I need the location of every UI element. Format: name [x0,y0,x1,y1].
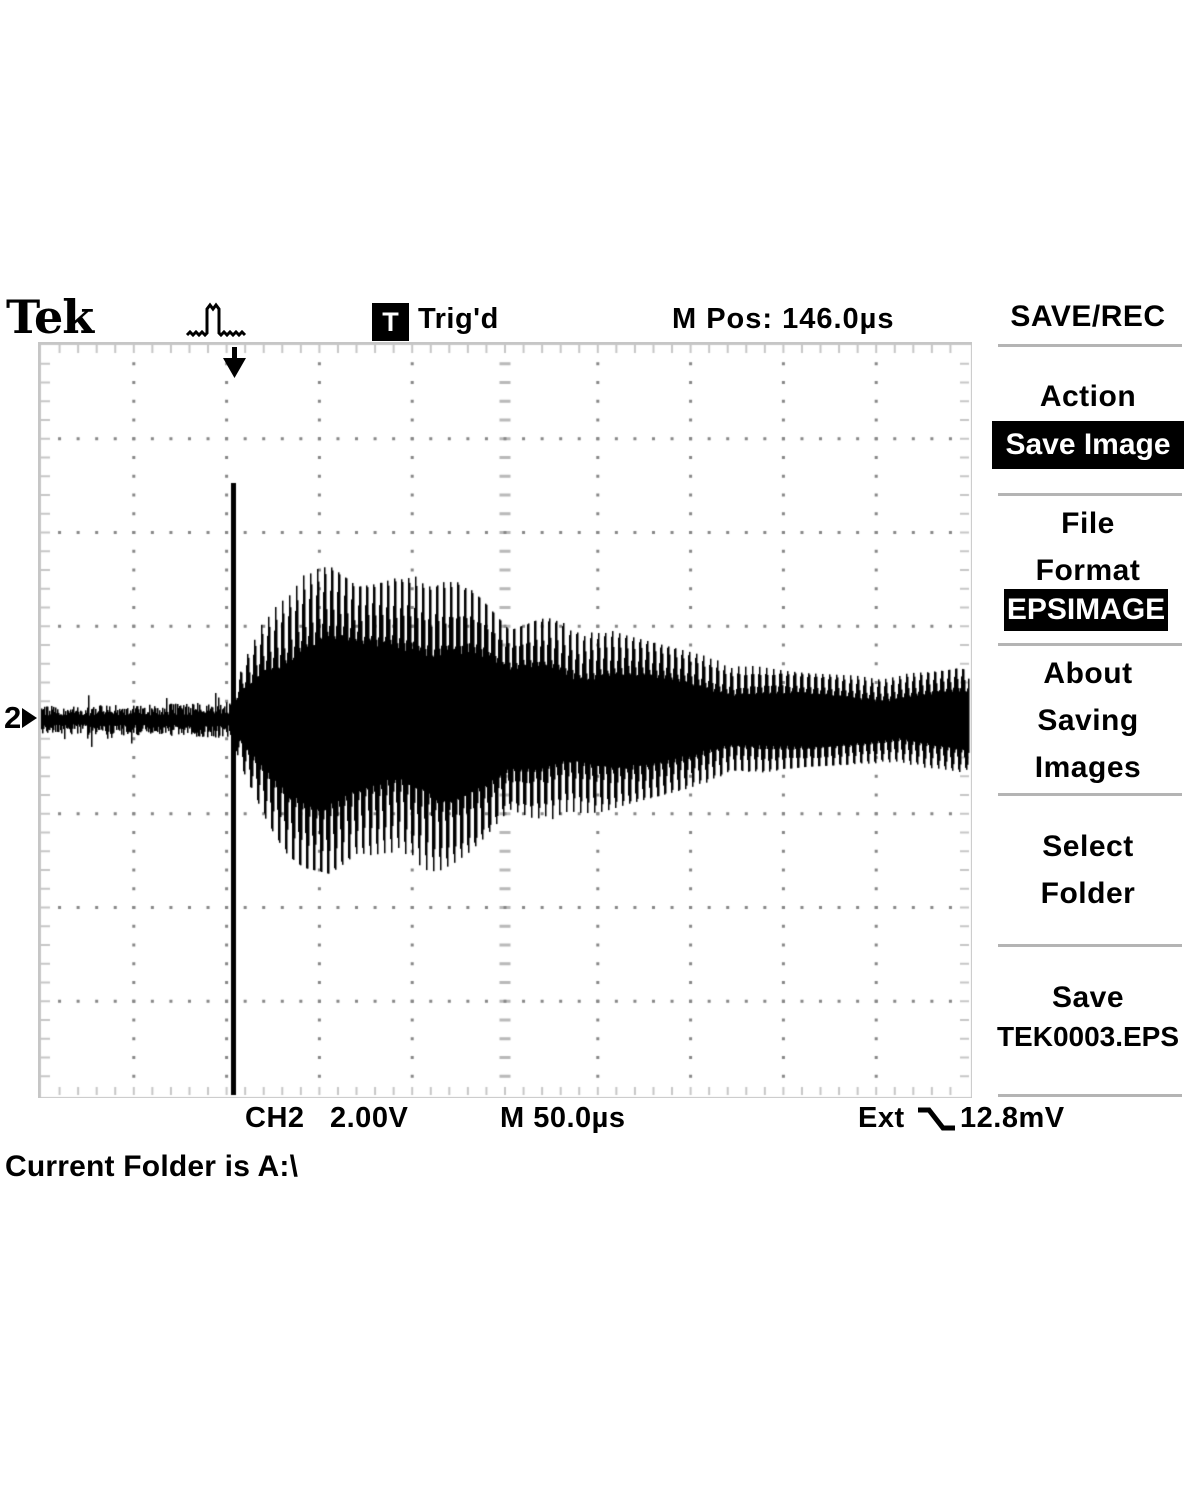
status-message: Current Folder is A:\ [5,1150,299,1183]
channel2-label: 2 [4,700,22,735]
trigger-source-readout: Ext [858,1102,905,1134]
trigger-position-marker-icon[interactable] [221,347,248,380]
volts-per-div-readout: 2.00V [330,1102,409,1134]
menu-button-save-file-name[interactable]: TEK0003.EPS [996,1021,1180,1052]
channel-readout: CH2 [245,1102,305,1134]
horizontal-position-readout: M Pos: 146.0µs [672,303,895,335]
acquisition-pulse-icon [185,302,247,338]
menu-label-file: File [1061,507,1115,540]
menu-divider [998,1094,1182,1097]
timebase-readout: M 50.0µs [500,1102,626,1134]
menu-divider [998,944,1182,947]
menu-divider [998,643,1182,646]
menu-button-select-folder-line1[interactable]: Select [1042,830,1134,863]
trigger-level-readout: 12.8mV [960,1102,1065,1134]
menu-divider [998,344,1182,347]
menu-label-format: Format [1035,554,1141,587]
menu-button-about-line2[interactable]: Saving [1037,704,1139,737]
waveform-display [38,342,972,1098]
trigger-status-badge: T [372,303,409,341]
menu-option-epsimage[interactable]: EPSIMAGE [1004,589,1168,631]
menu-button-save-file-line1[interactable]: Save [1051,981,1125,1014]
trigger-status-label: Trig'd [418,303,499,335]
menu-option-save-image[interactable]: Save Image [992,421,1184,469]
menu-button-about-line1[interactable]: About [1043,657,1133,690]
falling-slope-icon [918,1107,955,1131]
right-arrow-icon [22,707,38,728]
menu-button-about-line3[interactable]: Images [1034,751,1142,784]
menu-divider [998,493,1182,496]
menu-divider [998,793,1182,796]
menu-button-select-folder-line2[interactable]: Folder [1040,877,1136,910]
tek-brand-logo: Tek [6,290,94,344]
menu-label-action: Action [1039,380,1137,413]
menu-title-save-rec: SAVE/REC [1010,300,1166,333]
channel2-position-marker[interactable]: 2 [4,700,38,735]
